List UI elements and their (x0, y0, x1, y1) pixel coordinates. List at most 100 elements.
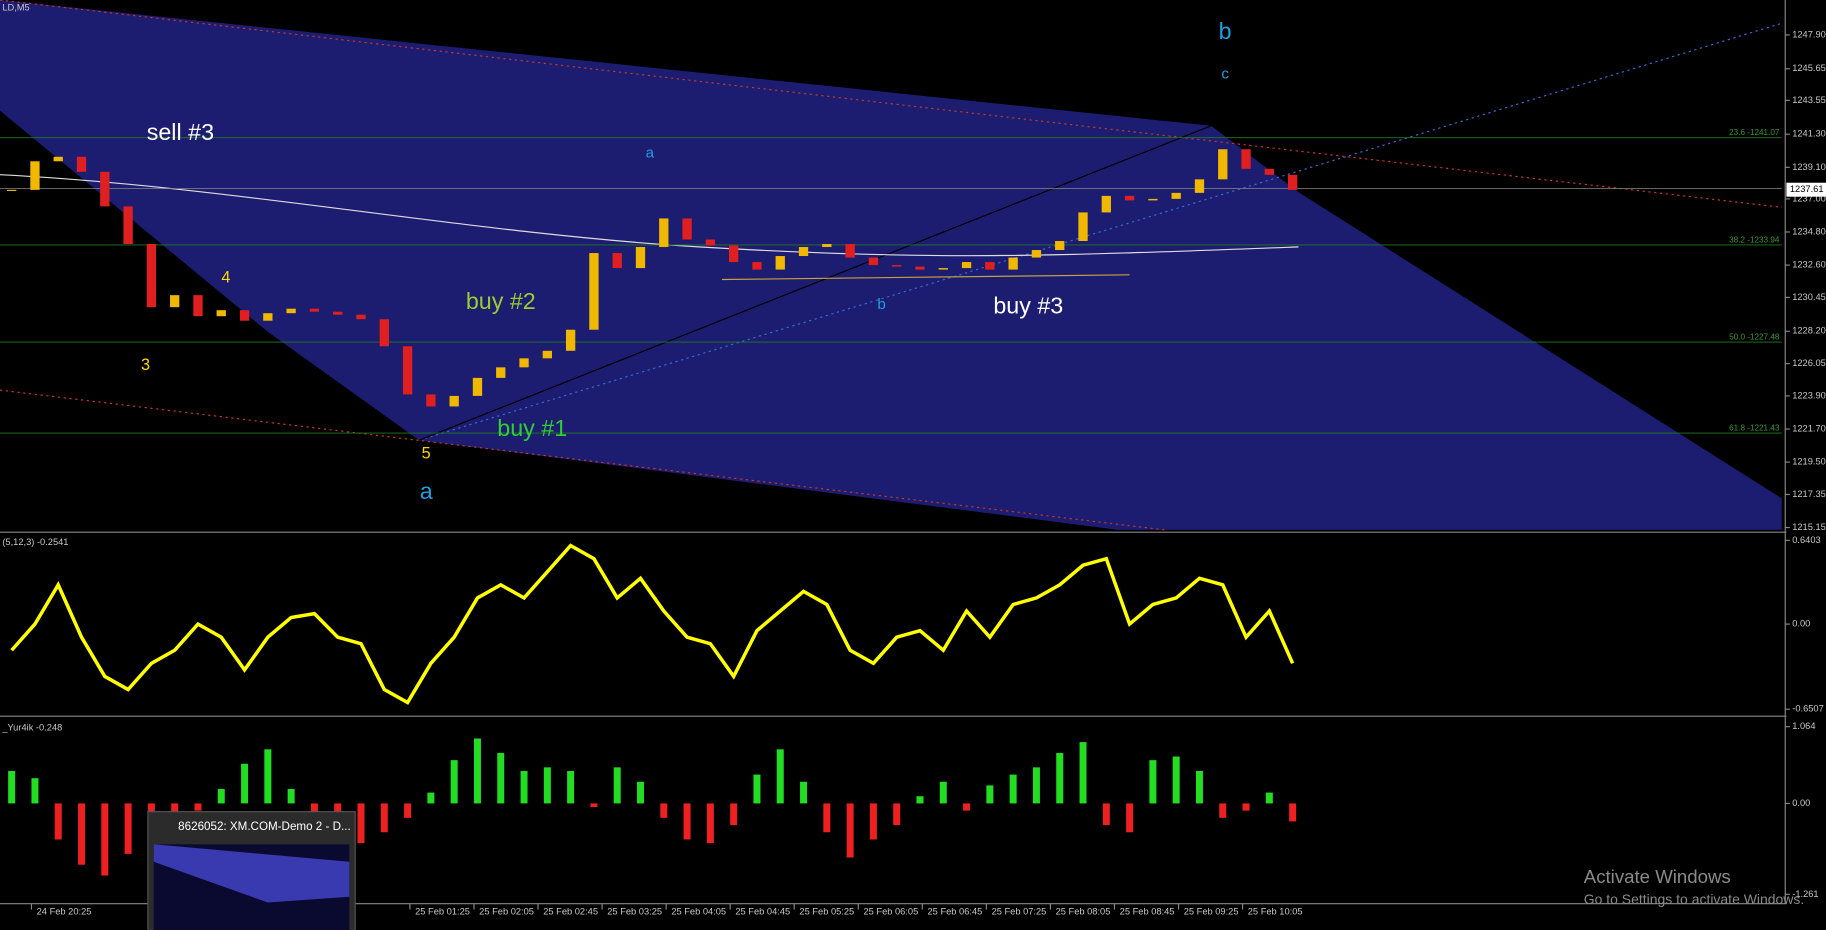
current-price-box (1786, 182, 1826, 197)
candle (1171, 192, 1181, 199)
histogram-bar (241, 763, 249, 804)
price-tick-label: 1223.90 (1792, 390, 1826, 400)
histogram-bar (1149, 760, 1157, 804)
symbol-label: LD,M5 (2, 3, 29, 13)
annotation: a (646, 145, 655, 162)
histogram-bar (78, 803, 86, 865)
histogram-bar (1079, 742, 1087, 804)
current-price-label: 1237.61 (1790, 184, 1824, 194)
hist-tick-label: 0.00 (1792, 798, 1810, 808)
histogram-bar (520, 770, 528, 804)
fib-label: 61.8 -1221.43 (1729, 424, 1780, 433)
candle (216, 310, 226, 317)
candle (868, 257, 879, 266)
histogram-bar (8, 770, 16, 804)
candle (402, 346, 413, 395)
time-label: 25 Feb 06:05 (863, 906, 918, 916)
time-label: 25 Feb 09:25 (1184, 906, 1239, 916)
price-tick-label: 1243.55 (1792, 95, 1826, 105)
histogram-bar (660, 803, 668, 818)
candle (193, 295, 203, 317)
time-label: 25 Feb 07:25 (992, 906, 1047, 916)
annotation: 4 (221, 269, 230, 287)
price-tick-label: 1219.50 (1792, 457, 1826, 467)
oscillator-line (10, 543, 1295, 705)
annotation: buy #2 (466, 288, 536, 314)
osc-tick-label: 0.6403 (1792, 535, 1820, 545)
indicator-label: (5,12,3) -0.2541 (2, 537, 68, 547)
histogram-bar (264, 749, 272, 804)
trend-line (419, 22, 1782, 441)
histogram-bar (893, 803, 901, 826)
popup-thumbnail: 8626052: XM.COM-Demo 2 - D... (147, 811, 356, 930)
histogram-bar (869, 803, 877, 840)
histogram-bar (683, 803, 691, 840)
histogram-bar (637, 781, 644, 804)
hist-tick-label: -1.261 (1792, 889, 1818, 899)
candle (565, 329, 576, 351)
price-tick-label: 1245.65 (1792, 63, 1826, 73)
candle (822, 244, 832, 248)
candle (76, 156, 87, 172)
candle (239, 310, 250, 321)
trend-line (0, 0, 1782, 208)
histogram-bar (380, 803, 388, 833)
histogram-bar (1242, 803, 1250, 811)
candle (170, 295, 180, 308)
candle (682, 218, 692, 240)
histogram-bar (171, 803, 179, 818)
candle (333, 311, 343, 315)
histogram-bar (1032, 767, 1040, 804)
histogram-bar (1172, 756, 1180, 804)
histogram-bar (730, 803, 738, 826)
time-label: 25 Feb 03:25 (607, 906, 662, 916)
candle (1194, 179, 1205, 193)
fib-label: 50.0 -1227.48 (1729, 333, 1780, 342)
price-tick-label: 1241.30 (1792, 129, 1826, 139)
histogram-bar (800, 781, 808, 804)
price-tick-label: 1215.15 (1792, 522, 1826, 532)
histogram-bar (124, 803, 132, 854)
candle (309, 308, 320, 312)
candle (1008, 257, 1018, 270)
time-label: 25 Feb 10:05 (1248, 906, 1303, 916)
candle (961, 262, 972, 269)
histogram-bar (1265, 792, 1273, 804)
candle (263, 313, 273, 321)
candle (542, 350, 552, 359)
histogram-bar (357, 803, 365, 844)
channel-area (0, 0, 1782, 530)
histogram-bar (194, 803, 202, 811)
histogram-bar (1009, 774, 1017, 804)
time-label: 25 Feb 02:05 (479, 906, 534, 916)
candle (6, 189, 17, 192)
annotation: buy #1 (497, 415, 567, 441)
candle (1078, 212, 1088, 242)
histogram-bar (1219, 803, 1227, 818)
annotation: 3 (141, 356, 150, 374)
hist-tick-label: 1.064 (1792, 721, 1815, 731)
candle (426, 394, 436, 407)
candle (845, 244, 855, 258)
histogram-bar (54, 803, 62, 840)
candle (1287, 174, 1298, 190)
histogram-bar (823, 803, 831, 833)
osc-tick-label: 0.00 (1792, 619, 1810, 629)
trend-line (722, 274, 1130, 281)
time-label: 25 Feb 04:45 (735, 906, 790, 916)
histogram-bar (986, 785, 994, 804)
histogram-bar (101, 803, 109, 876)
candle (30, 161, 40, 190)
indicator-label: _Yur4ik -0.248 (1, 722, 62, 732)
candle (938, 268, 948, 270)
candle (775, 256, 785, 270)
price-tick-label: 1217.35 (1792, 489, 1826, 499)
candle (356, 314, 366, 320)
candle (123, 206, 133, 245)
candle (1101, 195, 1111, 213)
candle (449, 395, 459, 407)
time-label: 25 Feb 02:45 (543, 906, 598, 916)
histogram-bar (497, 752, 505, 804)
annotation: b (877, 296, 885, 313)
watermark-title: Activate Windows (1584, 866, 1731, 887)
